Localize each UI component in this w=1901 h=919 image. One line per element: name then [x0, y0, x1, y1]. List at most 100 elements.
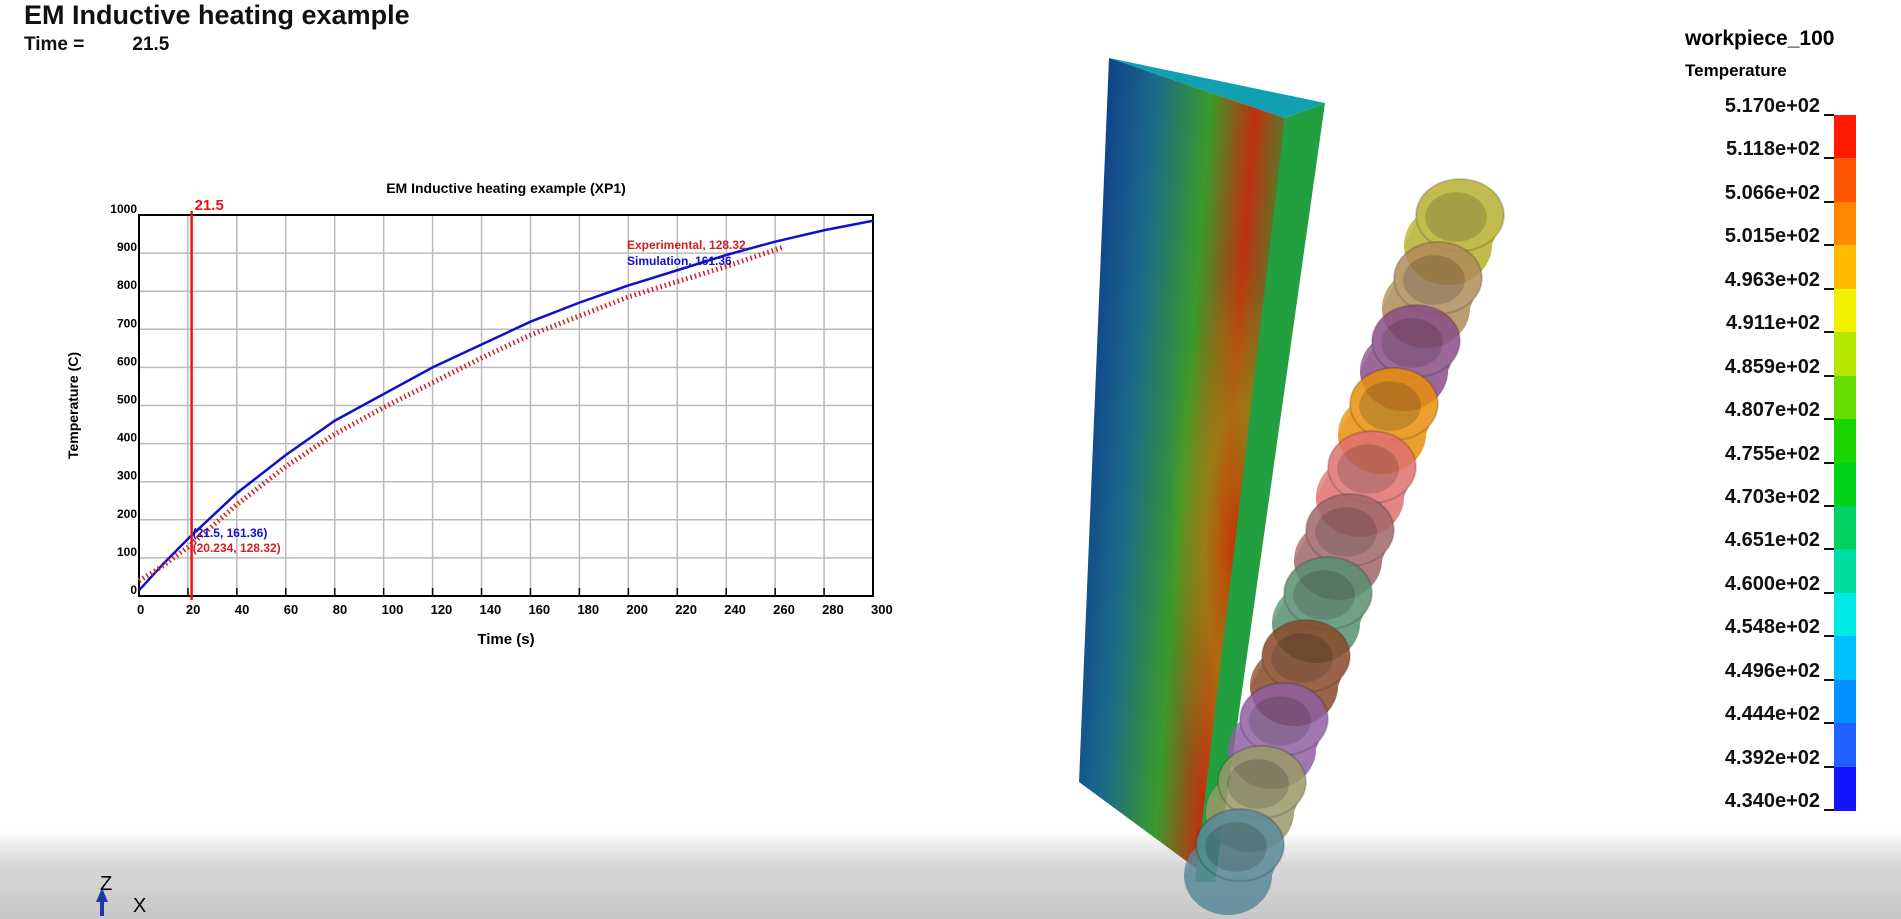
legend-color-segment [1834, 332, 1856, 377]
y-tick-label: 200 [117, 507, 137, 521]
series-simulation-line[interactable] [138, 219, 874, 592]
legend-tick [1824, 809, 1834, 811]
y-tick-label: 700 [117, 316, 137, 330]
series-experimental-line[interactable] [137, 245, 784, 583]
legend-tick [1824, 374, 1834, 377]
legend-color-segment [1834, 636, 1856, 681]
x-tick-label: 220 [675, 602, 697, 617]
y-tick-label: 800 [117, 278, 137, 292]
x-tick-label: 160 [528, 602, 550, 617]
x-tick-label: 0 [137, 602, 144, 617]
x-tick-label: 240 [724, 602, 746, 617]
legend-color-segment [1834, 549, 1856, 594]
y-tick-label: 900 [117, 240, 137, 254]
legend-part-name: workpiece_100 [1685, 27, 1835, 50]
legend-label: 4.807e+02 [1724, 399, 1820, 422]
y-tick-label: 500 [117, 393, 137, 407]
time-value: 21.5 [132, 34, 170, 55]
legend-tick [1824, 722, 1834, 725]
induction-coils [1184, 178, 1505, 915]
legend-label: 4.911e+02 [1726, 312, 1820, 335]
axis-z-label: Z [100, 873, 112, 895]
y-tick-label: 600 [117, 354, 137, 368]
legend-tick [1824, 504, 1834, 507]
legend-color-segment [1834, 679, 1856, 724]
legend-label: 4.600e+02 [1724, 572, 1820, 595]
legend-color-segment [1834, 419, 1856, 463]
legend-tick [1824, 157, 1834, 160]
legend-tick [1824, 548, 1834, 551]
axis-triad: Z X [96, 873, 146, 917]
legend-color-segment [1834, 245, 1856, 290]
legend-simulation: Simulation, 161.36 [627, 254, 732, 268]
legend-tick [1824, 418, 1834, 421]
legend-color-segment [1834, 201, 1856, 246]
legend-tick [1824, 635, 1834, 638]
legend-experimental: Experimental, 128.32 [627, 238, 746, 252]
legend-tick [1824, 461, 1834, 464]
legend-color-segment [1834, 158, 1856, 203]
x-tick-label: 60 [284, 602, 298, 617]
y-tick-label: 100 [117, 545, 137, 559]
experimental-readout: (20.234, 128.32) [193, 541, 281, 555]
x-tick-label: 140 [480, 602, 502, 617]
plot-frame [138, 214, 874, 597]
x-tick-label: 200 [626, 602, 648, 617]
cursor-label: 21.5 [195, 197, 224, 214]
axis-x-label: X [133, 895, 146, 917]
legend-label: 4.703e+02 [1724, 485, 1820, 508]
legend-label: 4.496e+02 [1724, 659, 1820, 682]
legend-label: 4.444e+02 [1724, 703, 1820, 726]
y-tick-label: 400 [117, 431, 137, 445]
legend-label: 4.340e+02 [1724, 790, 1820, 812]
legend-label: 5.015e+02 [1724, 225, 1820, 248]
legend-label: 4.963e+02 [1724, 268, 1820, 291]
y-tick-label: 1000 [110, 202, 137, 216]
legend-color-segment [1834, 766, 1856, 811]
coil-segment [1184, 808, 1285, 915]
legend-label: 4.755e+02 [1724, 442, 1820, 465]
time-label: Time = [24, 34, 85, 55]
x-tick-label: 120 [431, 602, 453, 617]
legend-color-segment [1834, 462, 1856, 507]
legend-quantity: Temperature [1685, 61, 1787, 80]
x-tick-label: 300 [871, 602, 893, 617]
x-tick-label: 20 [186, 602, 200, 617]
legend-tick [1824, 114, 1834, 116]
x-axis-label: Time (s) [477, 631, 534, 648]
legend-tick [1824, 200, 1834, 203]
legend-tick [1824, 244, 1834, 247]
legend-color-segment [1834, 592, 1856, 637]
legend-tick [1824, 678, 1834, 681]
legend-color-segment [1834, 375, 1856, 420]
simulation-readout: (21.5, 161.36) [193, 526, 268, 540]
legend-label: 4.392e+02 [1724, 746, 1820, 769]
legend-label: 5.066e+02 [1724, 181, 1820, 204]
workpiece-plate-side [1195, 103, 1325, 882]
legend-color-segment [1834, 723, 1856, 768]
legend-color-segment [1834, 288, 1856, 333]
x-tick-label: 260 [773, 602, 795, 617]
legend-color-segment [1834, 505, 1856, 550]
y-tick-label: 300 [117, 469, 137, 483]
legend-color-segment [1834, 115, 1856, 159]
x-tick-label: 80 [333, 602, 347, 617]
legend-label: 4.548e+02 [1724, 616, 1820, 639]
page-title: EM Inductive heating example [24, 0, 410, 30]
legend-label: 4.651e+02 [1724, 529, 1820, 552]
viewport-floor-gradient [0, 830, 1901, 919]
legend-tick [1824, 287, 1834, 290]
time-readout: Time = 21.5 [24, 34, 169, 56]
chart-title: EM Inductive heating example (XP1) [386, 180, 626, 196]
workpiece-plate-hotspot [1079, 58, 1285, 880]
legend-tick [1824, 331, 1834, 334]
y-axis-label: Temperature (C) [65, 352, 81, 459]
x-tick-label: 280 [822, 602, 844, 617]
x-tick-label: 100 [382, 602, 404, 617]
legend-label: 5.170e+02 [1724, 95, 1820, 117]
y-tick-label: 0 [130, 583, 137, 597]
legend-tick [1824, 591, 1834, 594]
x-tick-label: 180 [577, 602, 599, 617]
